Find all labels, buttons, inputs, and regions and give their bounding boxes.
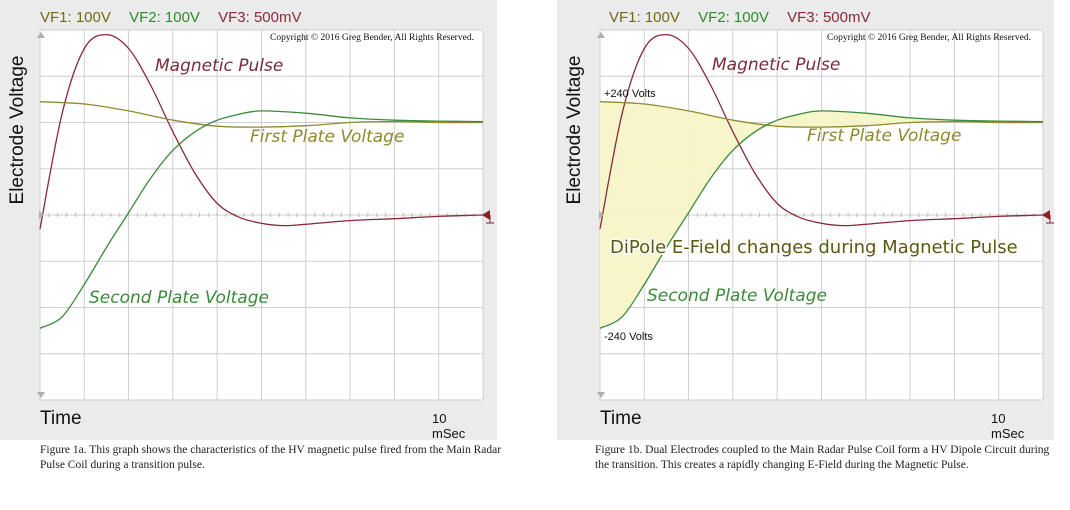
trace-first-plate-voltage bbox=[599, 101, 1044, 128]
channel-labels: VF1: 100V VF2: 100V VF3: 500mV bbox=[609, 9, 885, 26]
scroll-up-arrow-icon bbox=[597, 32, 605, 38]
trace-magnetic-pulse bbox=[39, 33, 484, 230]
traces bbox=[39, 33, 484, 329]
trace-label-first-plate: First Plate Voltage bbox=[250, 127, 404, 147]
trace-marker-ch3 bbox=[1042, 210, 1050, 220]
annotation-plus-240: +240 Volts bbox=[604, 88, 656, 100]
trace-label-first-plate: First Plate Voltage bbox=[807, 126, 961, 146]
scroll-up-arrow-icon bbox=[37, 32, 45, 38]
trace-label-magnetic-pulse: Magnetic Pulse bbox=[712, 55, 840, 75]
trace-label-second-plate: Second Plate Voltage bbox=[89, 288, 269, 308]
trace-marker-ch3 bbox=[482, 210, 490, 220]
annotation-minus-240: -240 Volts bbox=[604, 331, 653, 343]
channel-vf3: VF3: 500mV bbox=[218, 9, 302, 26]
markers bbox=[37, 32, 494, 398]
trace-labels: Magnetic Pulse First Plate Voltage Secon… bbox=[604, 55, 1019, 343]
y-axis-label: Electrode Voltage bbox=[564, 55, 585, 205]
channel-labels: VF1: 100V VF2: 100V VF3: 500mV bbox=[40, 9, 316, 26]
timebase-label: 10 mSec bbox=[432, 411, 466, 441]
oscilloscope-plot: Magnetic Pulse First Plate Voltage Secon… bbox=[0, 0, 497, 440]
trace-label-magnetic-pulse: Magnetic Pulse bbox=[155, 56, 283, 76]
copyright: Copyright © 2016 Greg Bender, All Rights… bbox=[827, 33, 1031, 43]
level-marker-icon bbox=[39, 211, 44, 219]
timebase-label: 10 mSec bbox=[991, 411, 1025, 441]
channel-vf2: VF2: 100V bbox=[698, 9, 769, 26]
x-axis-label: Time bbox=[600, 408, 642, 429]
level-marker-icon bbox=[599, 211, 604, 219]
channel-vf3: VF3: 500mV bbox=[787, 9, 871, 26]
grid bbox=[39, 29, 484, 401]
trace-labels: Magnetic Pulse First Plate Voltage Secon… bbox=[89, 56, 404, 308]
trace-second-plate-voltage bbox=[599, 110, 1044, 329]
efield-fill-area bbox=[600, 101, 1043, 329]
trace-magnetic-pulse bbox=[599, 33, 1044, 230]
fill-layer bbox=[600, 101, 1043, 329]
x-axis-label: Time bbox=[40, 408, 82, 429]
annotation-efield: DiPole E-Field changes during Magnetic P… bbox=[610, 237, 1018, 258]
trace-first-plate-voltage bbox=[39, 101, 484, 128]
traces bbox=[599, 33, 1044, 329]
trace-second-plate-voltage bbox=[39, 110, 484, 329]
channel-vf1: VF1: 100V bbox=[609, 9, 680, 26]
scroll-down-arrow-icon bbox=[597, 392, 605, 398]
channel-vf1: VF1: 100V bbox=[40, 9, 111, 26]
channel-vf2: VF2: 100V bbox=[129, 9, 200, 26]
y-axis-label: Electrode Voltage bbox=[7, 55, 28, 205]
figure-caption: Figure 1a. This graph shows the characte… bbox=[40, 444, 502, 471]
trace-label-second-plate: Second Plate Voltage bbox=[647, 286, 827, 306]
figure-caption: Figure 1b. Dual Electrodes coupled to th… bbox=[595, 444, 1050, 471]
scroll-down-arrow-icon bbox=[37, 392, 45, 398]
markers bbox=[597, 32, 1054, 398]
oscilloscope-plot: Magnetic Pulse First Plate Voltage Secon… bbox=[557, 0, 1054, 440]
copyright: Copyright © 2016 Greg Bender, All Rights… bbox=[270, 33, 474, 43]
